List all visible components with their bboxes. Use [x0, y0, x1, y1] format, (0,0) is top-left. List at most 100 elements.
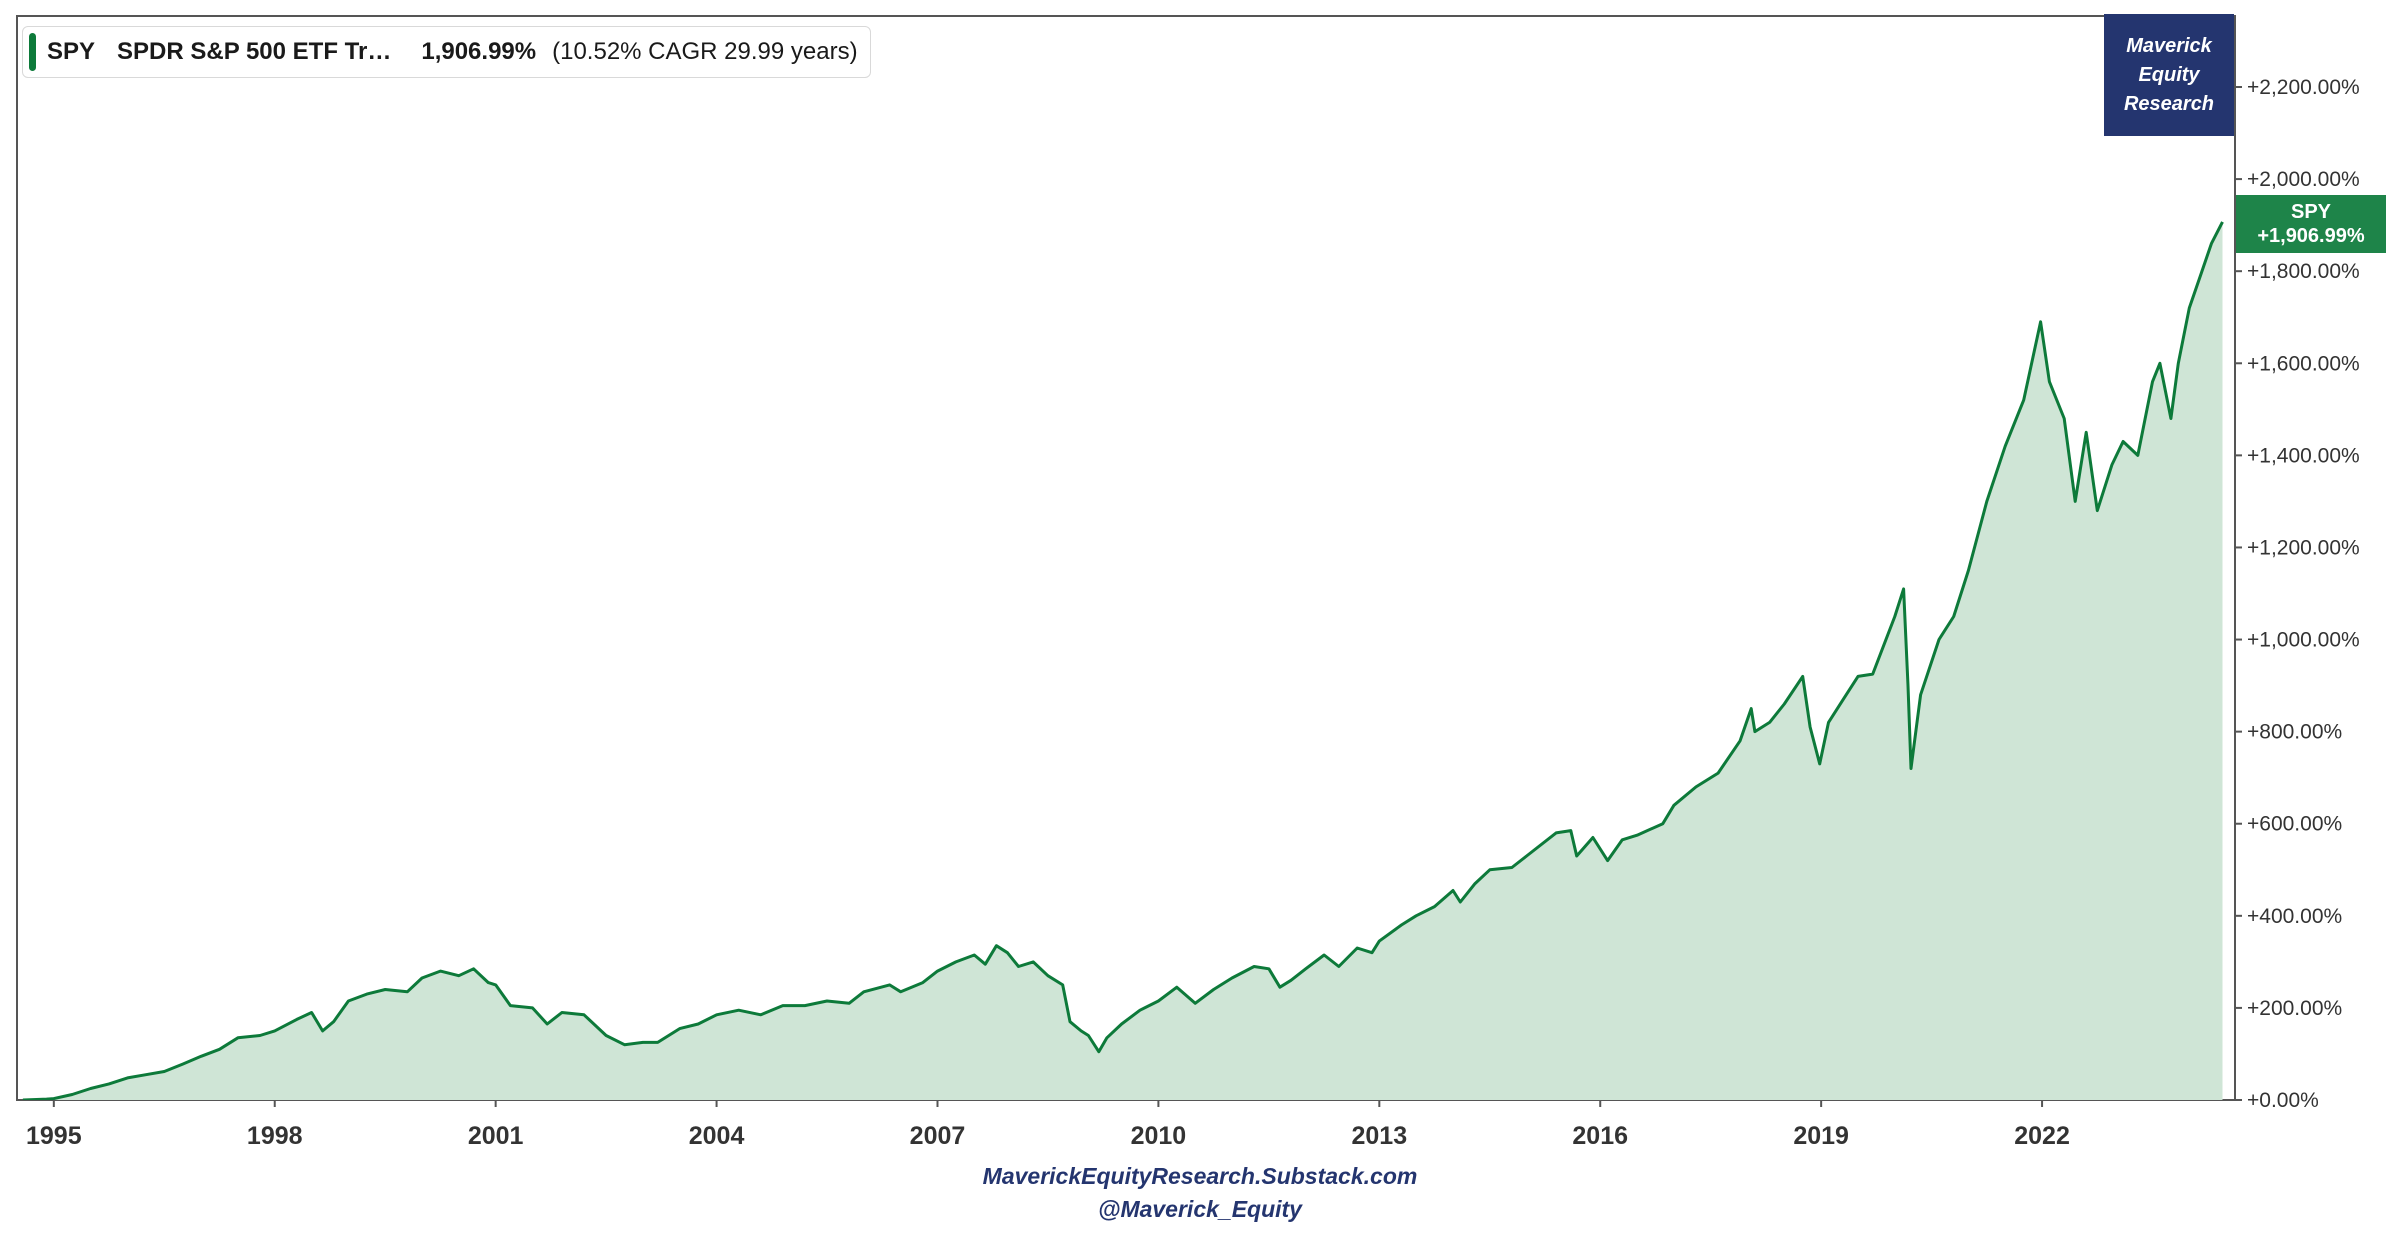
legend-fund-name: SPDR S&P 500 ETF Tr…: [117, 38, 392, 65]
data-point-0: [21, 1098, 25, 1102]
data-point-66: [1120, 1022, 1124, 1026]
data-point-68: [1156, 999, 1160, 1003]
brand-line-2: Equity: [2138, 63, 2200, 86]
brand-line-1: Maverick: [2126, 34, 2212, 57]
data-point-5: [107, 1082, 111, 1086]
data-point-73: [1252, 965, 1256, 969]
data-point-109: [1808, 725, 1812, 729]
data-point-94: [1575, 854, 1579, 858]
data-point-114: [1871, 672, 1875, 676]
data-point-85: [1433, 905, 1437, 909]
data-point-89: [1488, 868, 1492, 872]
y-tick-label: +600.00%: [2247, 813, 2342, 836]
data-point-125: [2022, 398, 2026, 402]
data-point-119: [1919, 693, 1923, 697]
data-point-9: [181, 1062, 185, 1066]
data-point-22: [405, 990, 409, 994]
y-tick-label: +1,400.00%: [2247, 444, 2360, 467]
data-point-14: [273, 1029, 277, 1033]
data-point-96: [1606, 859, 1610, 863]
data-point-28: [494, 983, 498, 987]
data-point-65: [1105, 1036, 1109, 1040]
data-point-113: [1856, 674, 1860, 678]
x-tick-label: 2010: [1131, 1122, 1187, 1150]
data-point-38: [678, 1027, 682, 1031]
data-point-39: [696, 1022, 700, 1026]
data-point-46: [847, 1001, 851, 1005]
data-point-135: [2151, 380, 2155, 384]
data-point-58: [1031, 960, 1035, 964]
y-tick-label: +1,600.00%: [2247, 352, 2360, 375]
legend-ticker: SPY: [47, 38, 96, 65]
y-tick-label: +400.00%: [2247, 905, 2342, 928]
data-point-87: [1458, 900, 1462, 904]
legend-color-swatch: [29, 33, 36, 71]
data-point-47: [862, 990, 866, 994]
data-point-106: [1768, 720, 1772, 724]
data-point-1: [45, 1097, 49, 1101]
x-tick-label: 2016: [1572, 1122, 1628, 1150]
data-point-19: [346, 999, 350, 1003]
y-tick-label: +2,200.00%: [2247, 76, 2360, 99]
footer-handle[interactable]: @Maverick_Equity: [1098, 1196, 1302, 1222]
data-point-141: [2209, 242, 2213, 246]
data-point-42: [759, 1013, 763, 1017]
data-point-108: [1801, 674, 1805, 678]
data-point-99: [1661, 822, 1665, 826]
data-point-124: [2003, 444, 2007, 448]
x-tick-label: 1998: [247, 1122, 303, 1150]
data-point-41: [737, 1008, 741, 1012]
data-point-43: [781, 1004, 785, 1008]
x-tick-label: 2001: [468, 1122, 524, 1150]
data-point-126: [2039, 320, 2043, 324]
data-point-122: [1966, 569, 1970, 573]
data-point-59: [1046, 974, 1050, 978]
data-point-133: [2121, 440, 2125, 444]
data-point-98: [1635, 833, 1639, 837]
data-point-121: [1952, 615, 1956, 619]
data-point-112: [1841, 697, 1845, 701]
data-point-142: [2221, 220, 2225, 224]
data-point-134: [2136, 453, 2140, 457]
data-point-76: [1289, 978, 1293, 982]
data-point-100: [1672, 803, 1676, 807]
data-point-27: [486, 981, 490, 985]
data-point-2: [52, 1097, 56, 1101]
data-point-116: [1902, 587, 1906, 591]
data-point-31: [545, 1022, 549, 1026]
data-point-4: [89, 1087, 93, 1091]
last-value-ticker: SPY: [2290, 201, 2332, 223]
footer-website[interactable]: MaverickEquityResearch.Substack.com: [982, 1163, 1418, 1189]
data-point-56: [1005, 951, 1009, 955]
data-point-33: [582, 1013, 586, 1017]
data-point-54: [983, 962, 987, 966]
data-point-74: [1267, 967, 1271, 971]
data-point-115: [1893, 615, 1897, 619]
brand-logo: Maverick Equity Research: [2104, 14, 2234, 136]
data-point-104: [1749, 707, 1753, 711]
data-point-75: [1278, 985, 1282, 989]
data-point-61: [1068, 1020, 1072, 1024]
data-point-83: [1399, 923, 1403, 927]
legend[interactable]: SPY SPDR S&P 500 ETF Tr… 1,906.99% (10.5…: [22, 26, 871, 78]
data-point-10: [199, 1054, 203, 1058]
x-tick-label: 2022: [2014, 1122, 2070, 1150]
data-point-18: [332, 1020, 336, 1024]
data-point-55: [994, 944, 998, 948]
data-point-130: [2084, 430, 2088, 434]
data-point-127: [2047, 380, 2051, 384]
data-point-7: [144, 1073, 148, 1077]
data-point-80: [1355, 946, 1359, 950]
y-tick-label: +0.00%: [2247, 1089, 2319, 1112]
data-point-123: [1985, 499, 1989, 503]
data-point-95: [1591, 836, 1595, 840]
data-point-45: [825, 999, 829, 1003]
data-point-51: [936, 969, 940, 973]
data-point-17: [321, 1029, 325, 1033]
data-point-138: [2176, 361, 2180, 365]
data-point-32: [560, 1011, 564, 1015]
data-point-21: [383, 988, 387, 992]
series-line-spy: [22, 221, 2224, 1100]
